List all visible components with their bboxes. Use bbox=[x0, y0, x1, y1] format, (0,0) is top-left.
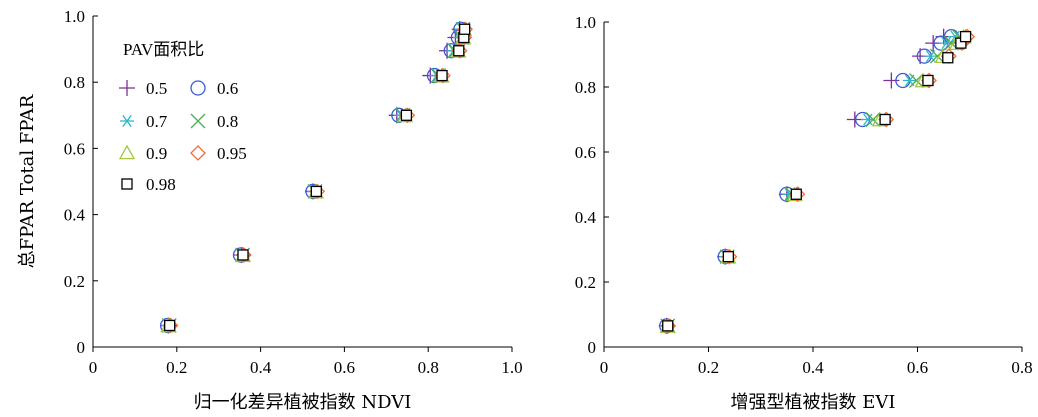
legend-title: PAV面积比 bbox=[123, 40, 204, 59]
series-0.7 bbox=[660, 30, 963, 332]
series-0.98 bbox=[662, 30, 972, 332]
legend-label: 0.7 bbox=[146, 112, 168, 131]
x-tick-label: 0.8 bbox=[418, 358, 439, 377]
data-point bbox=[453, 45, 465, 57]
y-tick-label: 0.2 bbox=[575, 273, 596, 292]
legend-marker bbox=[121, 178, 133, 190]
data-point bbox=[902, 74, 917, 87]
series-0.7 bbox=[161, 23, 469, 332]
series-0.95 bbox=[162, 21, 473, 334]
legend-item-0.95: 0.95 bbox=[190, 144, 247, 163]
x-axis-title: 归一化差异植被指数 NDVI bbox=[194, 392, 412, 413]
series-0.5 bbox=[658, 28, 952, 334]
y-tick-label: 1.0 bbox=[575, 13, 596, 32]
legend-label: 0.95 bbox=[217, 144, 247, 163]
data-point bbox=[164, 319, 176, 332]
legend-label: 0.5 bbox=[146, 79, 167, 98]
y-tick-label: 0.6 bbox=[64, 139, 85, 158]
x-tick-label: 0.6 bbox=[334, 358, 355, 377]
data-point bbox=[879, 113, 891, 126]
y-tick-label: 0.4 bbox=[575, 208, 597, 227]
data-point bbox=[959, 30, 972, 43]
data-point bbox=[942, 52, 954, 64]
series-0.5 bbox=[160, 21, 468, 334]
data-point bbox=[790, 188, 802, 200]
legend-item-0.8: 0.8 bbox=[190, 112, 238, 131]
x-tick-label: 0.4 bbox=[250, 358, 272, 377]
legend-marker bbox=[190, 113, 206, 129]
legend-marker bbox=[190, 80, 206, 96]
y-tick-label: 0.2 bbox=[64, 272, 85, 291]
y-tick-label: 1.0 bbox=[64, 7, 85, 26]
x-tick-label: 0.8 bbox=[1011, 358, 1032, 377]
y-tick-label: 0.4 bbox=[64, 206, 86, 225]
data-point bbox=[846, 111, 863, 128]
x-tick-label: 0.4 bbox=[802, 358, 824, 377]
series-0.8 bbox=[161, 21, 471, 333]
data-point bbox=[925, 35, 942, 52]
legend-label: 0.9 bbox=[146, 144, 167, 163]
legend-item-0.7: 0.7 bbox=[120, 112, 168, 131]
y-tick-label: 0.6 bbox=[575, 143, 596, 162]
y-axis-title: 总FPAR Total FPAR bbox=[17, 94, 38, 268]
series-0.9 bbox=[160, 21, 473, 333]
data-point bbox=[722, 250, 735, 263]
legend-marker bbox=[190, 145, 206, 161]
y-tick-label: 0 bbox=[588, 338, 597, 357]
data-point bbox=[237, 249, 249, 261]
legend-item-0.9: 0.9 bbox=[118, 144, 167, 163]
legend: PAV面积比 0.5 0.6 0.7 0.8 0.9 0.95 0.98 bbox=[118, 40, 247, 194]
x-tick-label: 0.6 bbox=[907, 358, 928, 377]
series-0.8 bbox=[660, 29, 967, 334]
legend-marker bbox=[120, 115, 134, 127]
legend-marker bbox=[119, 80, 135, 96]
chart-evi: 0 0.2 0.4 0.6 0.8 0 0.2 0.4 0.6 0.8 1.0 增强型植被指数 EVI bbox=[575, 13, 1033, 413]
y-tick-label: 0 bbox=[77, 338, 86, 357]
x-tick-label: 1.0 bbox=[501, 358, 522, 377]
x-tick-label: 0.2 bbox=[166, 358, 187, 377]
data-point bbox=[922, 74, 934, 87]
series-0.6 bbox=[159, 21, 469, 334]
data-point bbox=[400, 109, 413, 121]
data-point bbox=[310, 185, 322, 198]
x-tick-label: 0 bbox=[600, 358, 609, 377]
legend-item-0.5: 0.5 bbox=[119, 79, 167, 98]
data-point bbox=[662, 320, 674, 332]
y-tick-label: 0.8 bbox=[64, 73, 85, 92]
data-point bbox=[436, 69, 448, 82]
series-0.98 bbox=[164, 23, 471, 332]
data-point bbox=[459, 23, 471, 35]
legend-marker bbox=[118, 144, 136, 160]
legend-label: 0.98 bbox=[146, 175, 176, 194]
x-axis-title: 增强型植被指数 EVI bbox=[731, 392, 896, 413]
chart-ndvi: 0 0.2 0.4 0.6 0.8 1.0 0 0.2 0.4 0.6 0.8 1.0 归一化差异植被指… bbox=[17, 7, 523, 413]
y-tick-label: 0.8 bbox=[575, 78, 596, 97]
data-point bbox=[865, 112, 881, 127]
data-point bbox=[883, 72, 900, 89]
legend-label: 0.6 bbox=[217, 79, 238, 98]
x-tick-label: 0.2 bbox=[698, 358, 719, 377]
legend-item-0.98: 0.98 bbox=[121, 175, 176, 194]
x-tick-label: 0 bbox=[89, 358, 98, 377]
legend-item-0.6: 0.6 bbox=[190, 79, 238, 98]
legend-label: 0.8 bbox=[217, 112, 238, 131]
